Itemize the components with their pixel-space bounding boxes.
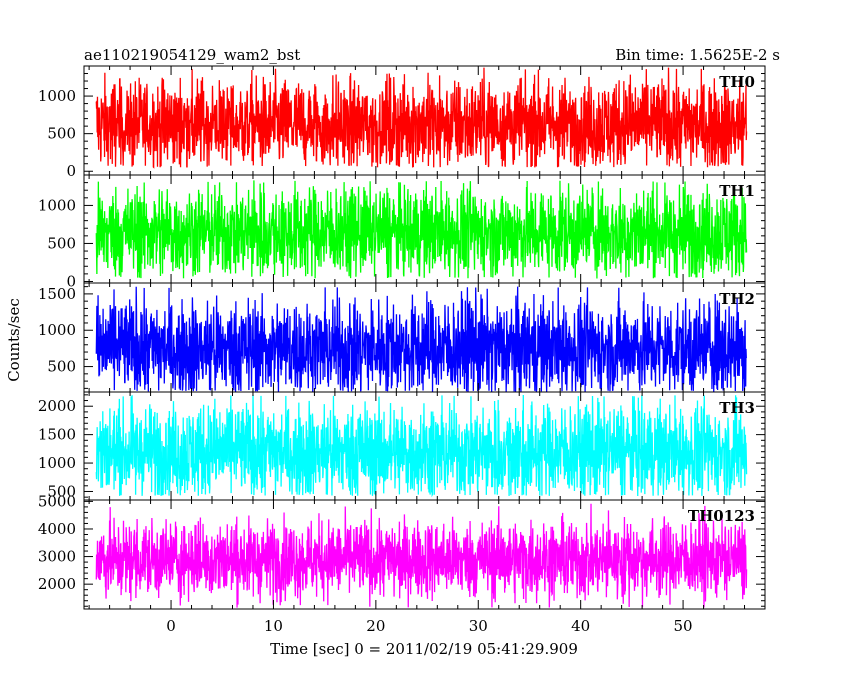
series-line-th2 bbox=[95, 286, 748, 392]
y-tick-label: 1000 bbox=[38, 196, 76, 214]
panel-label: TH3 bbox=[719, 399, 755, 417]
series-line-th1 bbox=[95, 180, 748, 279]
y-tick-label: 1000 bbox=[38, 454, 76, 472]
panel-label: TH2 bbox=[719, 290, 755, 308]
y-tick-label: 1000 bbox=[38, 321, 76, 339]
x-tick-label: 0 bbox=[166, 617, 176, 635]
panel-label: TH1 bbox=[719, 182, 755, 200]
y-tick-label: 500 bbox=[47, 234, 76, 252]
y-tick-label: 500 bbox=[47, 358, 76, 376]
panel-label: TH0 bbox=[719, 73, 755, 91]
panel-th0123: 2000 3000 4000 5000 TH0123 bbox=[38, 492, 766, 610]
series-line-th0123 bbox=[95, 503, 748, 608]
x-tick-labels: 0 10 20 30 40 50 bbox=[166, 617, 692, 635]
y-tick-label: 2000 bbox=[38, 397, 76, 415]
y-tick-label: 500 bbox=[47, 482, 76, 500]
y-tick-label: 1000 bbox=[38, 87, 76, 105]
x-tick-label: 40 bbox=[571, 617, 590, 635]
series-line-th3 bbox=[95, 394, 748, 498]
y-tick-label: 2000 bbox=[38, 575, 76, 593]
panel-label: TH0123 bbox=[688, 507, 755, 525]
y-tick-label: 1500 bbox=[38, 426, 76, 444]
y-axis-label: Counts/sec bbox=[5, 298, 23, 382]
y-tick-label: 5000 bbox=[38, 492, 76, 510]
panel-frame bbox=[83, 499, 766, 610]
panel-th2: 500 1000 1500 TH2 bbox=[38, 282, 766, 393]
y-tick-label: 1500 bbox=[38, 285, 76, 303]
y-tick-label: 3000 bbox=[38, 548, 76, 566]
x-tick-label: 10 bbox=[264, 617, 283, 635]
x-axis-label: Time [sec] 0 = 2011/02/19 05:41:29.909 bbox=[270, 640, 578, 658]
bin-time-label: Bin time: 1.5625E-2 s bbox=[615, 46, 780, 64]
panel-th0: 0 500 1000 TH0 bbox=[38, 65, 766, 180]
panel-th1: 0 500 1000 TH1 bbox=[38, 174, 766, 290]
y-tick-label: 0 bbox=[66, 162, 76, 180]
y-tick-label: 4000 bbox=[38, 520, 76, 538]
x-tick-label: 20 bbox=[366, 617, 385, 635]
x-tick-label: 30 bbox=[469, 617, 488, 635]
y-tick-label: 500 bbox=[47, 125, 76, 143]
series-line-th0 bbox=[95, 67, 748, 169]
chart-title: ae110219054129_wam2_bst bbox=[84, 46, 300, 64]
panel-th3: 500 1000 1500 2000 TH3 bbox=[38, 391, 766, 501]
y-tick-label: 0 bbox=[66, 272, 76, 290]
x-tick-label: 50 bbox=[674, 617, 693, 635]
